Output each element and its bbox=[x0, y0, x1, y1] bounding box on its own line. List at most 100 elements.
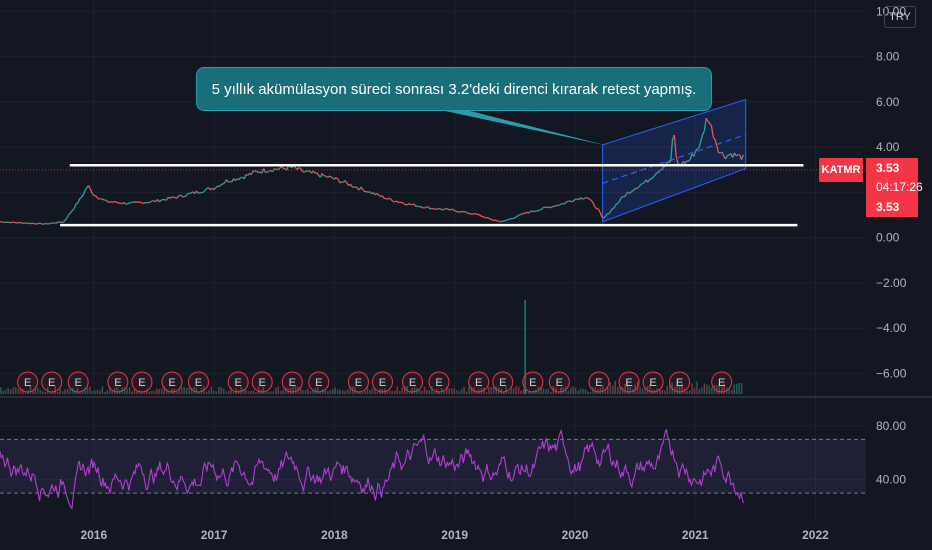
volume-bar bbox=[267, 391, 270, 394]
volume-bar bbox=[319, 391, 322, 394]
volume-bar bbox=[79, 391, 81, 394]
earnings-marker bbox=[711, 371, 733, 393]
volume-bar bbox=[272, 391, 275, 394]
price-segment bbox=[374, 192, 378, 196]
price-segment bbox=[553, 204, 557, 208]
volume-bar bbox=[361, 391, 364, 394]
volume-bar bbox=[495, 386, 498, 394]
price-segment bbox=[720, 151, 723, 154]
volume-bar bbox=[329, 390, 332, 394]
price-segment bbox=[497, 220, 500, 223]
price-segment bbox=[657, 169, 661, 173]
earnings-marker-label: E bbox=[676, 377, 683, 389]
volume-bar bbox=[738, 383, 740, 394]
price-segment bbox=[712, 136, 716, 140]
earnings-marker-label: E bbox=[409, 377, 416, 389]
price-segment bbox=[707, 120, 711, 124]
volume-bar bbox=[220, 387, 223, 394]
price-segment bbox=[714, 139, 718, 146]
price-segment bbox=[238, 177, 242, 181]
price-segment bbox=[588, 198, 592, 201]
y-axis-rsi[interactable]: 80.00 40.00 bbox=[876, 419, 906, 487]
price-segment bbox=[141, 201, 144, 205]
price-segment bbox=[580, 197, 583, 200]
annotation-callout[interactable]: 5 yıllık akümülasyon süreci sonrası 3.2'… bbox=[196, 67, 712, 111]
price-segment bbox=[631, 189, 634, 192]
currency-badge[interactable]: TRY bbox=[884, 6, 916, 28]
price-segment bbox=[102, 198, 105, 201]
volume-bar bbox=[659, 389, 661, 394]
volume-bar bbox=[232, 391, 235, 394]
volume-bar bbox=[81, 390, 84, 394]
volume-bar bbox=[530, 391, 532, 394]
volume-bar bbox=[332, 388, 334, 394]
volume-bar bbox=[94, 390, 96, 394]
price-segment bbox=[447, 208, 450, 211]
volume-bar bbox=[619, 386, 621, 394]
y-tick-label: 6.00 bbox=[876, 95, 900, 109]
price-segment bbox=[647, 179, 651, 183]
callout-pointer bbox=[445, 111, 609, 146]
volume-bar bbox=[602, 385, 604, 394]
earnings-marker bbox=[428, 371, 450, 393]
y-tick-label: −4.00 bbox=[876, 321, 907, 335]
price-segment bbox=[206, 187, 210, 189]
volume-bar bbox=[691, 383, 693, 394]
price-segment bbox=[705, 117, 709, 122]
volume-bar bbox=[148, 391, 151, 394]
x-tick-label: 2016 bbox=[80, 528, 107, 542]
volume-bar bbox=[616, 386, 619, 394]
price-segment bbox=[601, 216, 604, 219]
volume-bar bbox=[389, 390, 391, 394]
volume-bar bbox=[324, 389, 327, 394]
volume-bar bbox=[594, 387, 597, 394]
price-segment bbox=[618, 197, 622, 202]
price-segment bbox=[304, 170, 307, 173]
volume-bar bbox=[99, 390, 101, 394]
volume-bar bbox=[381, 388, 384, 394]
volume-bar bbox=[403, 386, 406, 394]
volume-bar bbox=[374, 389, 376, 394]
volume-bar bbox=[465, 391, 468, 394]
price-segment bbox=[597, 208, 601, 213]
volume-bar bbox=[438, 391, 441, 394]
volume-bar bbox=[69, 388, 71, 394]
volume-bar bbox=[681, 383, 683, 394]
volume-bar bbox=[522, 388, 525, 394]
volume-bar bbox=[317, 387, 319, 394]
volume-bar bbox=[138, 390, 141, 394]
x-tick-label: 2021 bbox=[682, 528, 709, 542]
volume-bar bbox=[445, 386, 448, 394]
volume-bar bbox=[66, 389, 69, 394]
price-segment bbox=[599, 211, 603, 218]
volume-bar bbox=[255, 391, 257, 394]
volume-bar bbox=[282, 389, 284, 394]
price-segment bbox=[424, 206, 427, 209]
earnings-marker bbox=[107, 371, 129, 393]
price-segment bbox=[263, 168, 267, 173]
price-segment bbox=[300, 168, 304, 173]
rsi-tick-label: 80.00 bbox=[876, 419, 906, 433]
x-axis-time[interactable]: 2016 2017 2018 2019 2020 2021 2022 bbox=[80, 528, 829, 542]
regression-channel[interactable] bbox=[602, 98, 747, 223]
volume-bar bbox=[327, 390, 329, 394]
price-segment bbox=[364, 190, 367, 193]
price-segment bbox=[369, 191, 373, 195]
volume-bar bbox=[572, 386, 574, 394]
price-segment bbox=[355, 186, 358, 189]
volume-bar bbox=[205, 391, 208, 394]
volume-bar bbox=[109, 386, 111, 394]
price-segment bbox=[668, 160, 672, 164]
volume-bar bbox=[502, 391, 505, 394]
volume-bar bbox=[448, 388, 450, 394]
price-segment bbox=[190, 191, 194, 194]
volume-bar bbox=[71, 387, 74, 394]
support-resistance-lines[interactable] bbox=[60, 163, 804, 227]
volume-bar bbox=[170, 388, 173, 394]
price-segment bbox=[245, 173, 249, 176]
price-segment bbox=[36, 222, 40, 225]
price-segment bbox=[560, 202, 563, 205]
price-segment bbox=[592, 202, 596, 207]
volume-bar bbox=[116, 387, 118, 394]
